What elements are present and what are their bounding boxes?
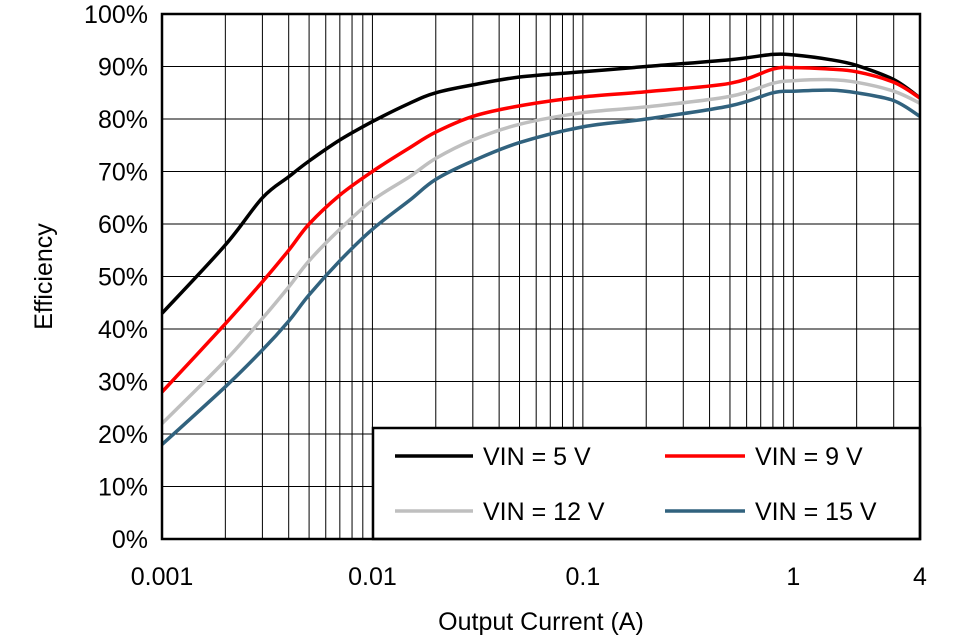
y-tick-label: 40% [98, 316, 148, 344]
legend-label-3: VIN = 12 V [483, 498, 605, 526]
x-tick-labels: 0.001 0.01 0.1 1 4 [131, 563, 927, 591]
y-tick-labels: 0% 10% 20% 30% 40% 50% 60% 70% 80% 90% 100% [84, 1, 148, 554]
y-tick-label: 30% [98, 369, 148, 397]
y-tick-label: 20% [98, 421, 148, 449]
x-tick-label: 1 [786, 563, 800, 591]
y-tick-label: 100% [84, 1, 148, 29]
series-lines [160, 52, 922, 446]
legend-label-2: VIN = 9 V [755, 443, 863, 471]
x-tick-label: 0.01 [348, 563, 397, 591]
legend-label-4: VIN = 15 V [755, 498, 877, 526]
y-tick-label: 0% [112, 526, 148, 554]
series-line-4 [160, 88, 921, 446]
y-tick-label: 70% [98, 159, 148, 187]
x-axis-title: Output Current (A) [438, 608, 644, 636]
series-line-2 [160, 65, 921, 394]
x-tick-label: 0.1 [565, 563, 600, 591]
legend-label-1: VIN = 5 V [483, 443, 591, 471]
y-tick-label: 10% [98, 474, 148, 502]
y-axis-title: Efficiency [30, 223, 58, 330]
x-tick-label: 4 [913, 563, 927, 591]
legend-box [371, 426, 922, 541]
legend: VIN = 5 V VIN = 9 V VIN = 12 V VIN = 15 V [371, 426, 922, 541]
y-tick-label: 80% [98, 106, 148, 134]
plot-frame [160, 12, 922, 541]
y-tick-label: 60% [98, 211, 148, 239]
series-line-1 [160, 52, 922, 315]
y-tick-label: 50% [98, 264, 148, 292]
series-line-3 [160, 77, 921, 425]
y-tick-label: 90% [98, 54, 148, 82]
x-tick-label: 0.001 [131, 563, 194, 591]
